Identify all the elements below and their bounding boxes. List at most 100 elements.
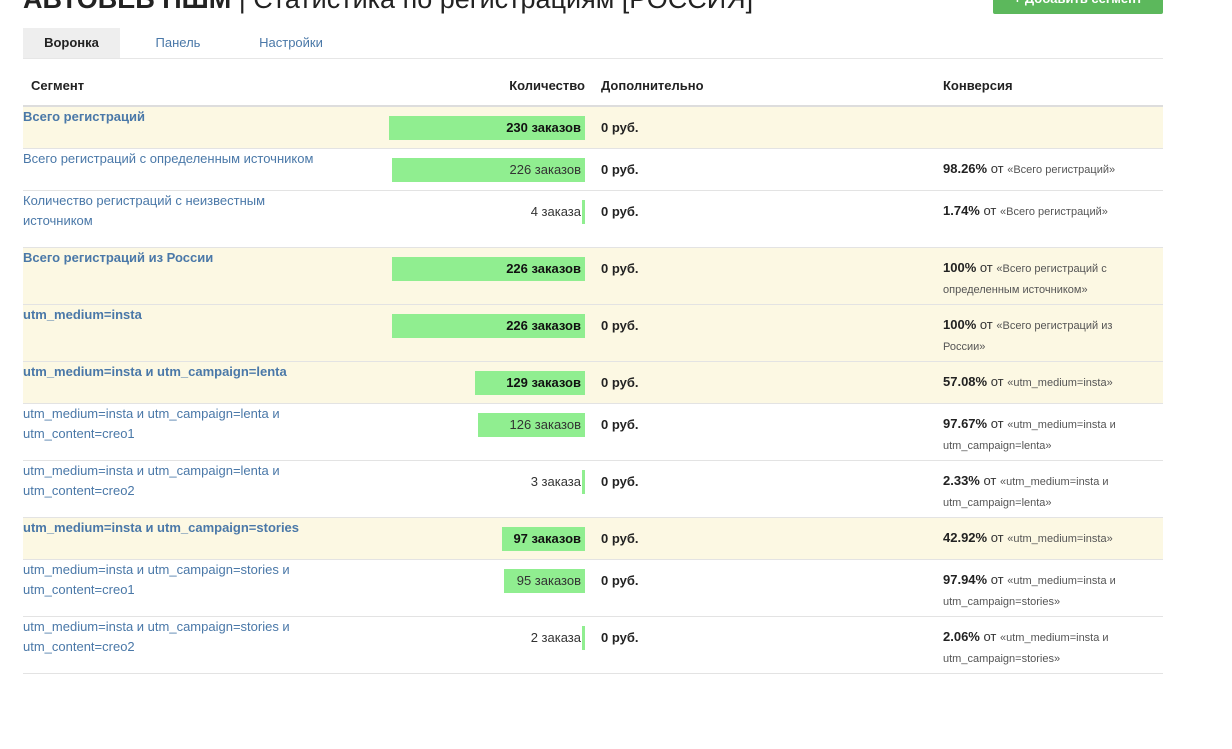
table-row: utm_medium=insta 226 заказов 0 руб. 100% от… xyxy=(23,304,1163,362)
segment-cell: utm_medium=insta и utm_campaign=lenta и … xyxy=(23,460,385,518)
extra-cell: 0 руб. xyxy=(593,190,935,248)
segment-link[interactable]: Всего регистраций из России xyxy=(23,249,214,265)
quantity-label: 226 заказов xyxy=(509,161,582,177)
conversion-reference: «Всего регистраций из России» xyxy=(943,319,1113,353)
quantity-label: 129 заказов xyxy=(506,374,581,390)
segment-link[interactable]: utm_medium=insta и utm_campaign=stories xyxy=(23,519,300,535)
conversion-cell: 98.26% от «Всего регистраций» xyxy=(935,148,1163,191)
segment-cell: utm_medium=insta и utm_campaign=stories … xyxy=(23,559,385,617)
extra-cell: 0 руб. xyxy=(593,148,935,191)
extra-cell: 0 руб. xyxy=(593,559,935,617)
conversion-cell: 97.67% от «utm_medium=insta и utm_campai… xyxy=(935,403,1163,461)
page-title-rest: | Статистика по регистрациям [РОССИЯ] xyxy=(231,0,753,14)
segment-link[interactable]: Всего регистраций с определенным источни… xyxy=(23,150,314,166)
segment-cell: utm_medium=insta и utm_campaign=lenta и … xyxy=(23,403,385,461)
conversion-percent: 100% xyxy=(943,316,977,332)
conversion-from-word: от xyxy=(987,571,1008,587)
conversion-percent: 2.33% xyxy=(943,472,980,488)
table-row: utm_medium=insta и utm_campaign=stories … xyxy=(23,616,1163,674)
conversion-reference: «utm_medium=insta и utm_campaign=stories… xyxy=(943,631,1109,665)
quantity-label: 3 заказа xyxy=(530,473,581,489)
conversion-from-word: от xyxy=(987,415,1008,431)
segment-cell: utm_medium=insta и utm_campaign=lenta xyxy=(23,361,385,404)
segment-link[interactable]: utm_medium=insta и utm_campaign=stories … xyxy=(23,618,290,654)
quantity-bar xyxy=(475,370,585,395)
quantity-bar xyxy=(582,199,585,224)
tab-panel[interactable]: Панель xyxy=(155,35,201,50)
conversion-from-word: от xyxy=(979,472,1000,488)
column-header-segment: Сегмент xyxy=(23,66,385,107)
extra-cell: 0 руб. xyxy=(593,304,935,362)
conversion-percent: 97.94% xyxy=(943,571,988,587)
table-row: Всего регистраций 230 заказов 0 руб. xyxy=(23,106,1163,149)
quantity-label: 226 заказов xyxy=(506,260,581,276)
quantity-cell: 226 заказов xyxy=(385,148,593,191)
table-row: utm_medium=insta и utm_campaign=lenta и … xyxy=(23,460,1163,518)
tab-settings[interactable]: Настройки xyxy=(259,35,323,50)
extra-cell: 0 руб. xyxy=(593,460,935,518)
conversion-cell: 2.33% от «utm_medium=insta и utm_campaig… xyxy=(935,460,1163,518)
add-segment-button[interactable]: + Добавить сегмент xyxy=(993,0,1163,14)
conversion-percent: 97.67% xyxy=(943,415,988,431)
funnel-table: Сегмент Количество Дополнительно Конверс… xyxy=(23,66,1163,674)
column-header-conversion: Конверсия xyxy=(935,66,1163,107)
segment-link[interactable]: utm_medium=insta и utm_campaign=lenta и … xyxy=(23,405,280,441)
conversion-percent: 57.08% xyxy=(943,373,988,389)
quantity-label: 95 заказов xyxy=(516,572,581,588)
column-header-quantity: Количество xyxy=(385,66,593,107)
quantity-bar xyxy=(392,313,585,338)
table-header-row: Сегмент Количество Дополнительно Конверс… xyxy=(23,66,1163,107)
quantity-cell: 230 заказов xyxy=(385,106,593,149)
conversion-cell: 100% от «Всего регистраций из России» xyxy=(935,304,1163,362)
extra-cell: 0 руб. xyxy=(593,361,935,404)
conversion-percent: 2.06% xyxy=(943,628,980,644)
segment-link[interactable]: utm_medium=insta xyxy=(23,306,142,322)
quantity-cell: 4 заказа xyxy=(385,190,593,248)
table-row: Всего регистраций с определенным источни… xyxy=(23,148,1163,191)
conversion-cell: 100% от «Всего регистраций с определенны… xyxy=(935,247,1163,305)
tab-bar: Воронка Панель Настройки xyxy=(23,28,1163,59)
quantity-cell: 95 заказов xyxy=(385,559,593,617)
conversion-percent: 1.74% xyxy=(943,202,980,218)
conversion-percent: 100% xyxy=(943,259,977,275)
page-title-project: АВТОВЕБ ПШМ xyxy=(23,0,231,14)
quantity-label: 97 заказов xyxy=(513,530,581,546)
quantity-cell: 226 заказов xyxy=(385,304,593,362)
conversion-from-word: от xyxy=(976,259,997,275)
quantity-bar xyxy=(582,469,585,494)
conversion-cell: 1.74% от «Всего регистраций» xyxy=(935,190,1163,248)
quantity-bar xyxy=(392,256,585,281)
conversion-cell xyxy=(935,106,1163,149)
quantity-cell: 2 заказа xyxy=(385,616,593,674)
conversion-from-word: от xyxy=(987,373,1008,389)
segment-link[interactable]: utm_medium=insta и utm_campaign=lenta xyxy=(23,363,287,379)
table-row: utm_medium=insta и utm_campaign=stories … xyxy=(23,559,1163,617)
segment-cell: Всего регистраций xyxy=(23,106,385,149)
quantity-cell: 226 заказов xyxy=(385,247,593,305)
segment-cell: Всего регистраций из России xyxy=(23,247,385,305)
conversion-from-word: от xyxy=(979,202,1000,218)
table-row: utm_medium=insta и utm_campaign=lenta 129… xyxy=(23,361,1163,404)
segment-cell: utm_medium=insta и utm_campaign=stories xyxy=(23,517,385,560)
quantity-bar xyxy=(582,625,585,650)
quantity-bar xyxy=(389,116,585,140)
conversion-reference: «Всего регистраций» xyxy=(1000,205,1108,218)
conversion-reference: «utm_medium=insta и utm_campaign=stories… xyxy=(943,574,1116,608)
conversion-percent: 98.26% xyxy=(943,160,988,176)
extra-cell: 0 руб. xyxy=(593,616,935,674)
quantity-label: 230 заказов xyxy=(506,120,581,135)
table-row: Всего регистраций из России 226 заказов 0 … xyxy=(23,247,1163,305)
quantity-cell: 3 заказа xyxy=(385,460,593,518)
quantity-cell: 129 заказов xyxy=(385,361,593,404)
segment-cell: utm_medium=insta и utm_campaign=stories … xyxy=(23,616,385,674)
tab-funnel[interactable]: Воронка xyxy=(23,28,120,58)
table-row: utm_medium=insta и utm_campaign=lenta и … xyxy=(23,403,1163,461)
segment-link[interactable]: utm_medium=insta и utm_campaign=stories … xyxy=(23,561,290,597)
segment-link[interactable]: Количество регистраций с неизвестным ист… xyxy=(23,192,266,228)
funnel-table-body: Всего регистраций 230 заказов 0 руб. Всего … xyxy=(23,106,1163,674)
conversion-from-word: от xyxy=(987,529,1008,545)
segment-link[interactable]: Всего регистраций xyxy=(23,109,145,124)
segment-link[interactable]: utm_medium=insta и utm_campaign=lenta и … xyxy=(23,462,280,498)
table-row: Количество регистраций с неизвестным ист… xyxy=(23,190,1163,248)
conversion-reference: «utm_medium=insta» xyxy=(1007,532,1113,545)
